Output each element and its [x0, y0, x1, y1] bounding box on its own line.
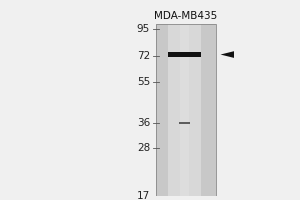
Bar [180, 24, 189, 196]
Text: 72: 72 [137, 51, 150, 61]
Bar [168, 24, 201, 196]
Text: 17: 17 [137, 191, 150, 200]
Bar [156, 24, 216, 196]
Text: 28: 28 [137, 143, 150, 153]
Bar [156, 24, 216, 196]
Text: 36: 36 [137, 118, 150, 128]
Text: MDA-MB435: MDA-MB435 [154, 11, 218, 21]
Polygon shape [220, 51, 234, 58]
Bar [168, 52, 201, 57]
Text: 55: 55 [137, 77, 150, 87]
Text: 95: 95 [137, 24, 150, 34]
Bar [179, 122, 190, 124]
